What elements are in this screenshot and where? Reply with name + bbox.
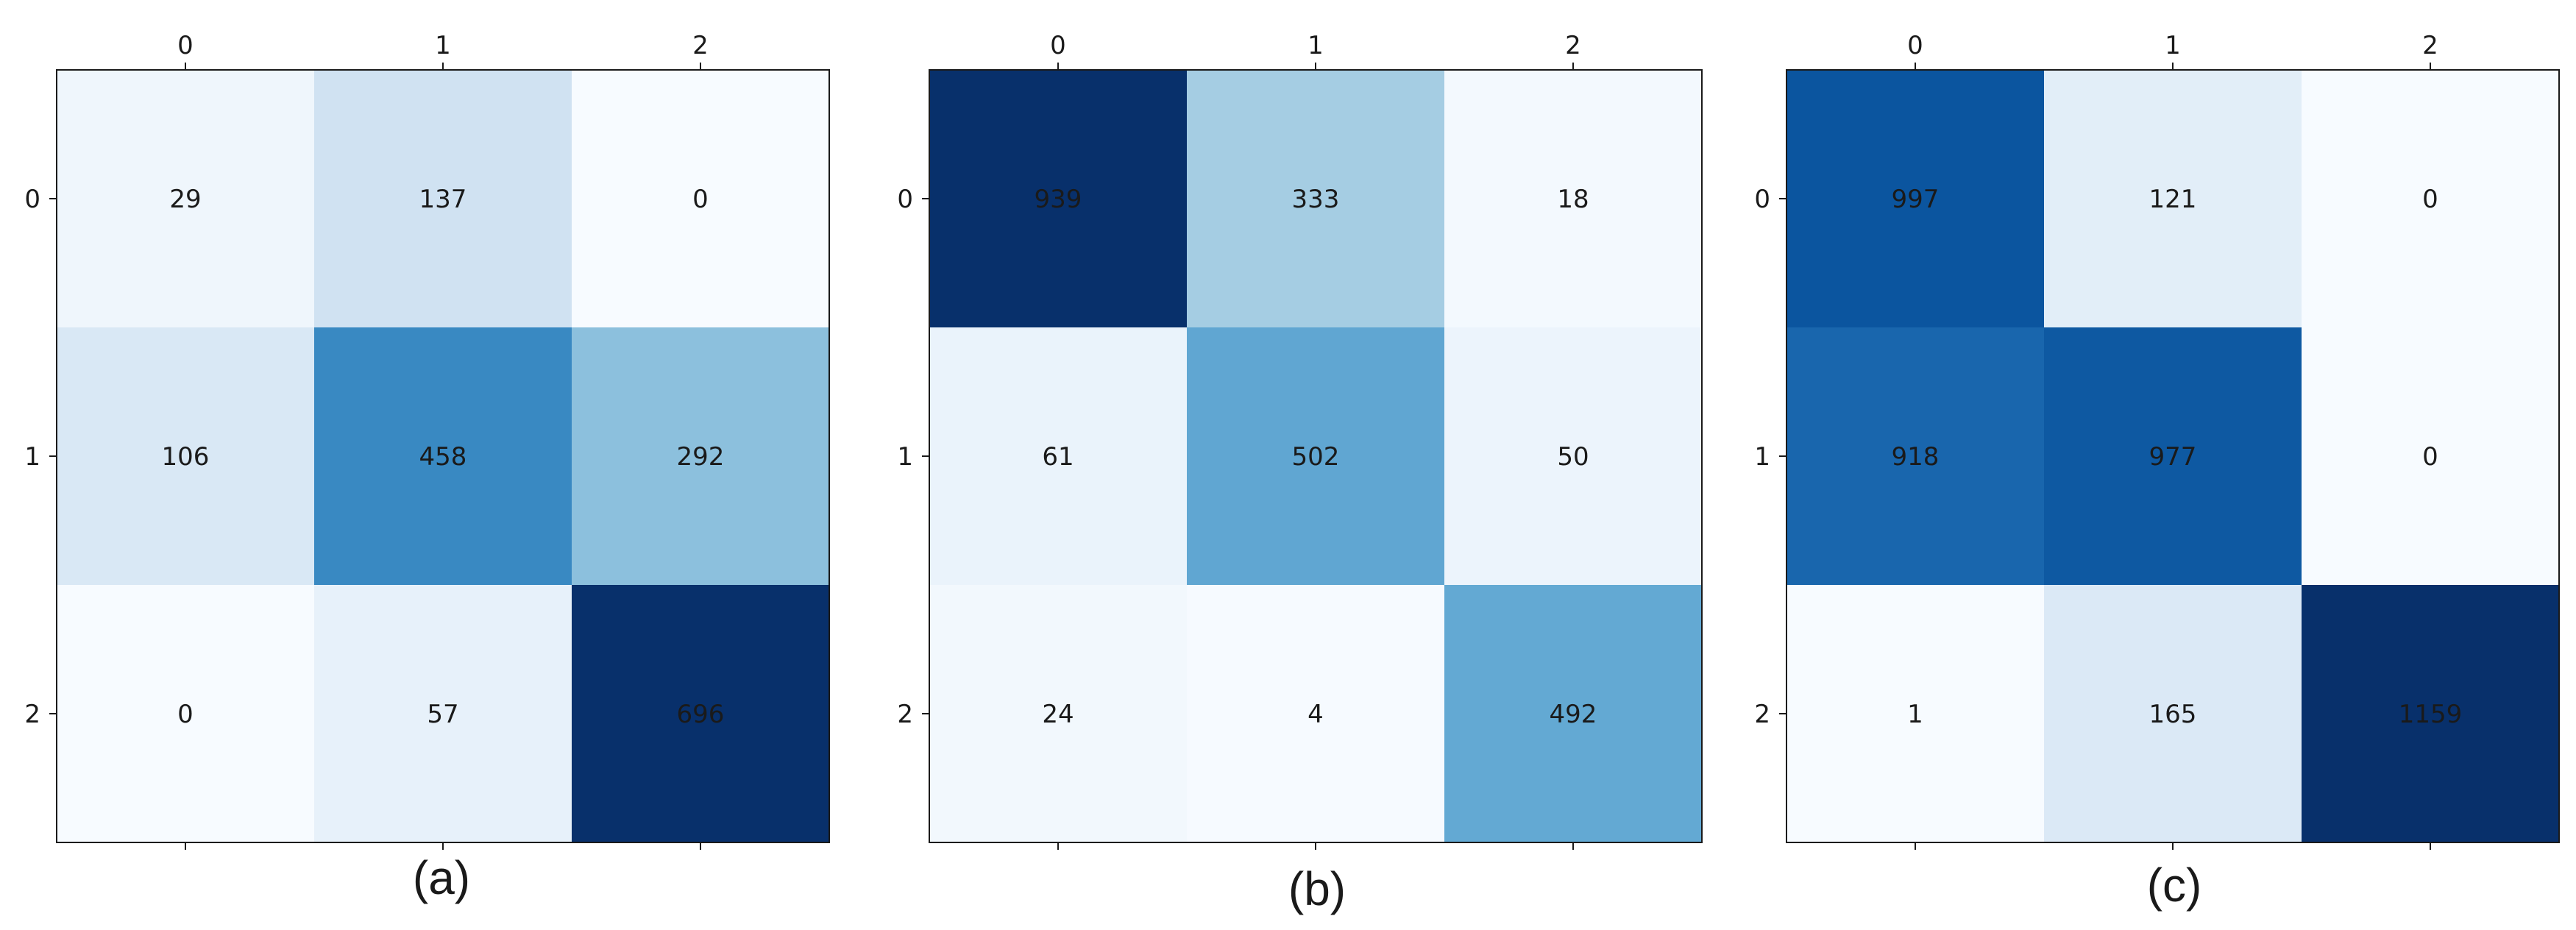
heatmap-cell — [1444, 327, 1702, 585]
heatmap-cell — [572, 585, 829, 842]
x-tick-label: 1 — [1307, 31, 1324, 60]
cell-value-label: 0 — [177, 700, 194, 729]
heatmap-cell — [2302, 585, 2559, 842]
heatmap-cell — [57, 70, 314, 327]
y-tick-label: 2 — [1754, 700, 1770, 729]
y-tick-label: 1 — [897, 442, 913, 472]
y-tick-label: 1 — [24, 442, 40, 472]
heatmap-cell — [1187, 585, 1444, 842]
confusion-matrix-panel: 997 121 0 918 977 0 1 165 1159 0 1 2 0 1 2 (c) — [1754, 31, 2560, 912]
panel-caption: (b) — [1288, 862, 1346, 915]
heatmap-cell — [57, 327, 314, 585]
cell-value-label: 165 — [2149, 700, 2197, 729]
cell-value-label: 939 — [1035, 185, 1082, 214]
panel-caption: (c) — [2147, 859, 2202, 912]
cell-value-label: 977 — [2149, 442, 2197, 472]
x-tick-label: 0 — [177, 31, 194, 60]
heatmap-cell — [2044, 70, 2302, 327]
heatmap-cell — [314, 70, 572, 327]
heatmap-cell — [572, 70, 829, 327]
heatmap-cell — [2302, 70, 2559, 327]
y-tick-label: 0 — [1754, 185, 1770, 214]
x-tick-label: 2 — [692, 31, 709, 60]
heatmap-cell — [929, 585, 1187, 842]
x-tick-label: 2 — [2422, 31, 2438, 60]
cell-value-label: 18 — [1557, 185, 1589, 214]
cell-value-label: 61 — [1042, 442, 1074, 472]
y-tick-label: 2 — [24, 700, 40, 729]
cell-value-label: 4 — [1307, 700, 1324, 729]
confusion-matrix-panel: 939 333 18 61 502 50 24 4 492 0 1 2 0 1 2 (b) — [897, 31, 1703, 915]
cell-value-label: 0 — [2422, 185, 2438, 214]
cell-value-label: 50 — [1557, 442, 1589, 472]
confusion-matrix-panel: 29 137 0 106 458 292 0 57 696 0 1 2 0 1 2 (a) — [24, 31, 830, 904]
cell-value-label: 918 — [1892, 442, 1940, 472]
x-tick-label: 0 — [1050, 31, 1066, 60]
cell-value-label: 333 — [1292, 185, 1340, 214]
heatmap-cell — [2302, 327, 2559, 585]
panel-caption: (a) — [413, 851, 470, 904]
cell-value-label: 492 — [1550, 700, 1597, 729]
y-tick-label: 1 — [1754, 442, 1770, 472]
cell-value-label: 292 — [677, 442, 725, 472]
x-tick-label: 0 — [1907, 31, 1923, 60]
y-tick-label: 0 — [24, 185, 40, 214]
cell-value-label: 997 — [1892, 185, 1940, 214]
heatmap-cell — [57, 585, 314, 842]
cell-value-label: 57 — [427, 700, 458, 729]
cell-value-label: 0 — [2422, 442, 2438, 472]
heatmap-cell — [1444, 585, 1702, 842]
cell-value-label: 106 — [162, 442, 210, 472]
heatmap-cell — [314, 585, 572, 842]
cell-value-label: 29 — [169, 185, 201, 214]
heatmap-cell — [2044, 585, 2302, 842]
cell-value-label: 502 — [1292, 442, 1340, 472]
cell-value-label: 696 — [677, 700, 725, 729]
heatmap-cell — [1786, 585, 2044, 842]
heatmap-cell — [2044, 327, 2302, 585]
heatmap-cell — [314, 327, 572, 585]
heatmap-cell — [1786, 327, 2044, 585]
heatmap-cell — [1187, 327, 1444, 585]
cell-value-label: 121 — [2149, 185, 2197, 214]
cell-value-label: 137 — [419, 185, 467, 214]
heatmap-cell — [929, 70, 1187, 327]
heatmap-cell — [572, 327, 829, 585]
cell-value-label: 1 — [1907, 700, 1923, 729]
cell-value-label: 1159 — [2399, 700, 2463, 729]
heatmap-cell — [1786, 70, 2044, 327]
heatmap-cell — [1444, 70, 1702, 327]
cell-value-label: 458 — [419, 442, 467, 472]
heatmap-cell — [929, 327, 1187, 585]
cell-value-label: 24 — [1042, 700, 1074, 729]
cell-value-label: 0 — [692, 185, 709, 214]
heatmap-cell — [1187, 70, 1444, 327]
y-tick-label: 2 — [897, 700, 913, 729]
y-tick-label: 0 — [897, 185, 913, 214]
x-tick-label: 1 — [435, 31, 451, 60]
x-tick-label: 1 — [2165, 31, 2181, 60]
x-tick-label: 2 — [1565, 31, 1581, 60]
